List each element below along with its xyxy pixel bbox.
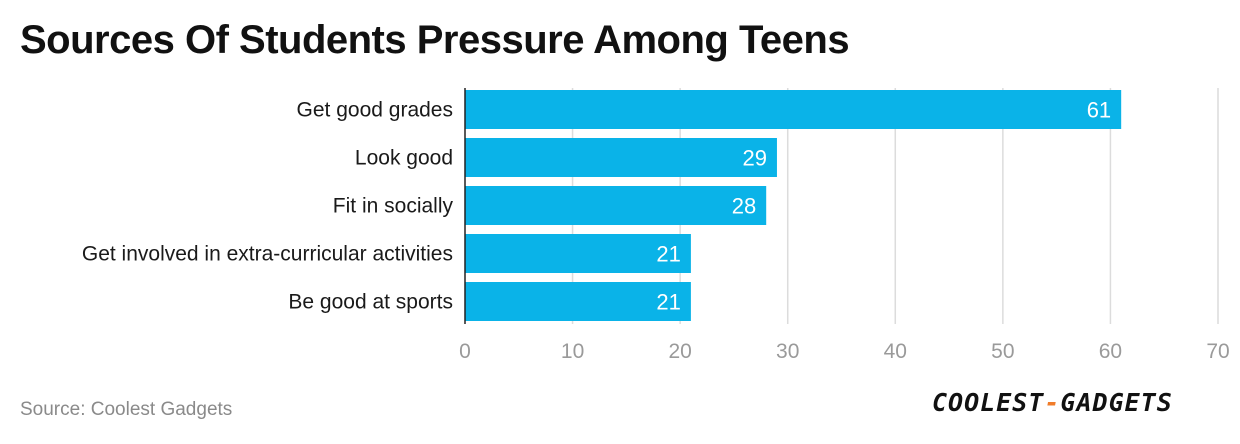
- logo-text-left: COOLEST: [932, 388, 1045, 417]
- x-tick-label: 50: [991, 340, 1014, 363]
- category-label: Be good at sports: [288, 291, 453, 314]
- value-label: 28: [732, 194, 756, 219]
- x-tick-label: 60: [1099, 340, 1122, 363]
- x-tick-label: 30: [776, 340, 799, 363]
- value-label: 21: [656, 290, 680, 315]
- bar: [465, 90, 1122, 129]
- bar: [465, 138, 777, 177]
- x-tick-label: 70: [1206, 340, 1229, 363]
- x-tick-label: 10: [561, 340, 584, 363]
- logo-text-right: GADGETS: [1060, 388, 1173, 417]
- bars: [465, 90, 1122, 321]
- x-tick-label: 40: [884, 340, 907, 363]
- x-tick-label: 20: [668, 340, 691, 363]
- category-label: Fit in socially: [333, 195, 454, 218]
- bar-chart: Get good grades Look good Fit in socially G…: [82, 88, 1230, 363]
- bar: [465, 282, 691, 321]
- chart-title: Sources Of Students Pressure Among Teens: [20, 18, 850, 62]
- bar: [465, 186, 767, 225]
- category-label: Look good: [355, 147, 453, 170]
- category-label: Get involved in extra-curricular activit…: [82, 243, 453, 266]
- value-label: 21: [656, 242, 680, 267]
- value-label: 29: [742, 146, 766, 171]
- value-label: 61: [1087, 98, 1111, 123]
- x-tick-label: 0: [459, 340, 471, 363]
- category-labels: Get good grades Look good Fit in socially G…: [82, 99, 454, 314]
- value-labels: 61 29 28 21 21: [656, 98, 1111, 315]
- logo-dash: -: [1044, 388, 1061, 417]
- x-axis-ticks: 0 10 20 30 40 50 60 70: [459, 340, 1230, 363]
- brand-logo: COOLEST-GADGETS: [932, 388, 1173, 417]
- category-label: Get good grades: [297, 99, 453, 122]
- source-note: Source: Coolest Gadgets: [20, 399, 233, 420]
- bar: [465, 234, 691, 273]
